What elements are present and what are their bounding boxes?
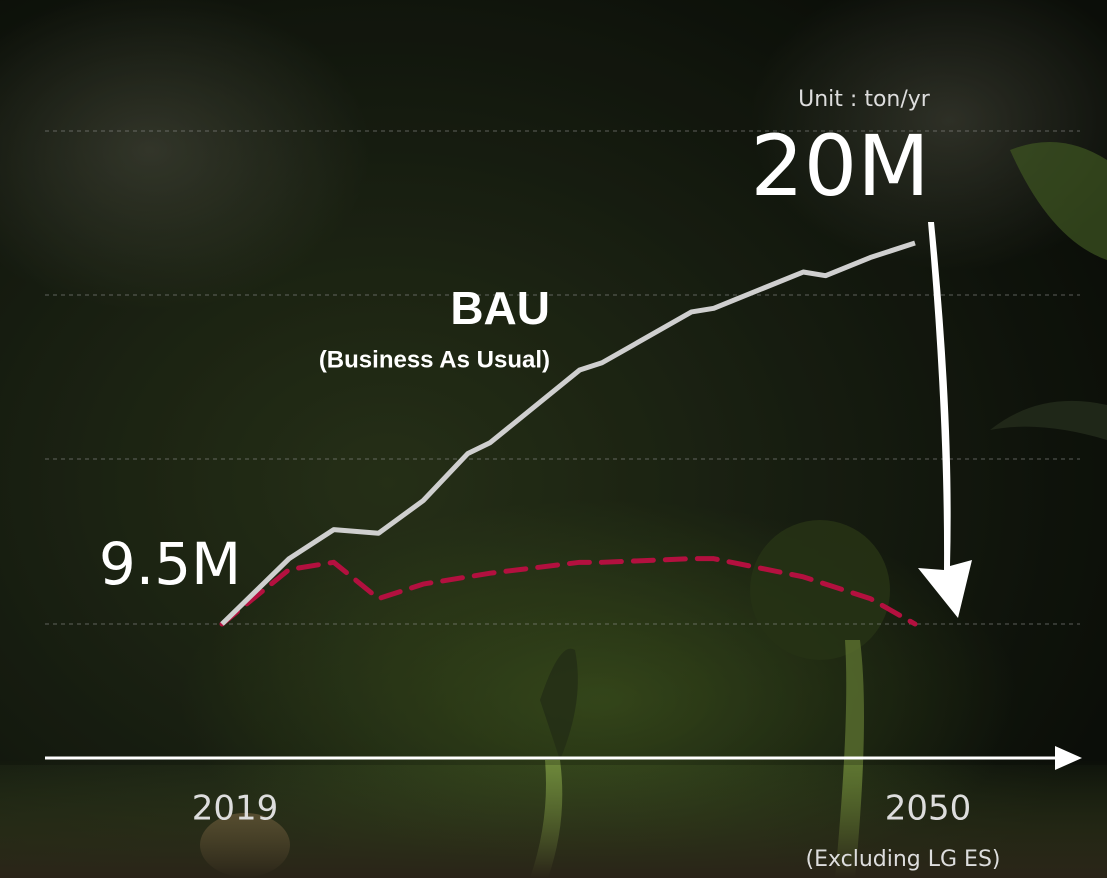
x-axis [45, 746, 1082, 770]
series-line [220, 240, 916, 626]
bau-label: BAU [450, 282, 550, 334]
reduction-arrow [918, 222, 972, 618]
bau-subtitle: (Business As Usual) [319, 346, 550, 373]
x-tick-label: 2019 [192, 789, 279, 829]
x-tick-label: 2050 [885, 789, 972, 829]
note: (Excluding LG ES) [806, 847, 1001, 872]
value-label: 9.5M [99, 530, 241, 598]
unit-label: Unit : ton/yr [798, 87, 931, 112]
series-line [219, 556, 918, 627]
value-label: 20M [750, 117, 929, 215]
